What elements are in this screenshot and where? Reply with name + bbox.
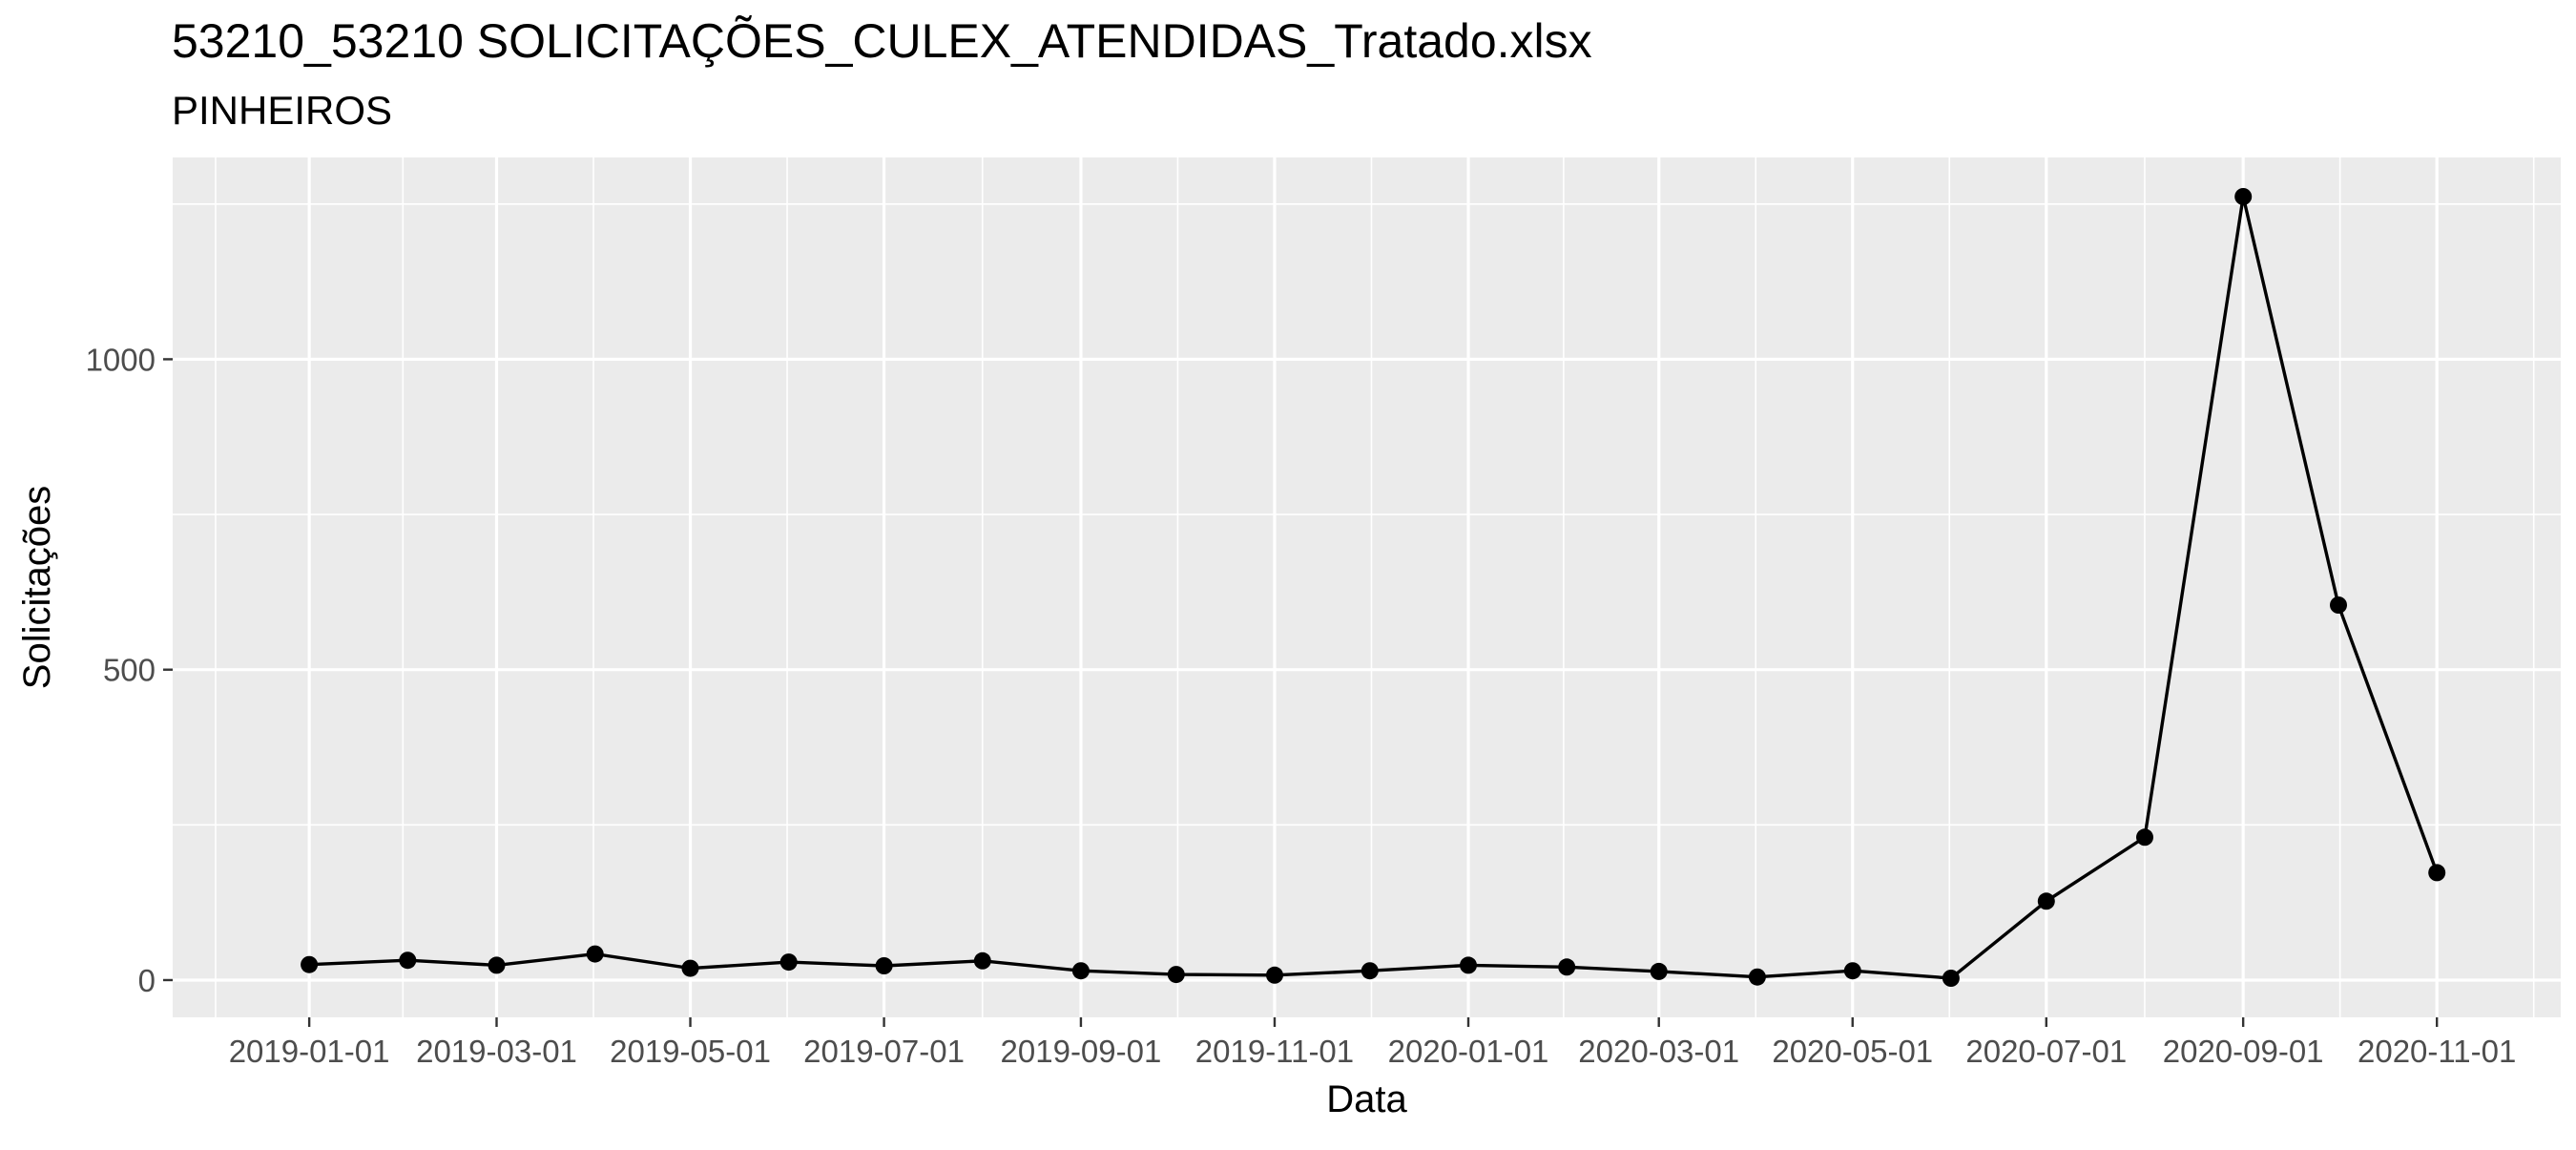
data-point <box>1748 968 1766 986</box>
data-point <box>1460 956 1477 974</box>
data-point <box>1843 962 1861 980</box>
data-point <box>301 955 319 973</box>
data-point <box>1361 962 1379 980</box>
data-point <box>1071 962 1090 980</box>
y-axis-title: Solicitações <box>16 486 58 689</box>
grid-lines <box>173 157 2561 1017</box>
x-tick-label: 2020-11-01 <box>2358 1034 2516 1069</box>
chart-title: 53210_53210 SOLICITAÇÕES_CULEX_ATENDIDAS… <box>172 14 1592 68</box>
data-point <box>875 957 893 974</box>
x-axis-title: Data <box>1326 1078 1407 1120</box>
data-point <box>2136 828 2153 847</box>
x-tick-label: 2020-01-01 <box>1388 1034 1549 1069</box>
x-tick-label: 2020-07-01 <box>1965 1034 2127 1069</box>
plot-panel <box>173 157 2561 1017</box>
x-tick-label: 2019-11-01 <box>1195 1034 1354 1069</box>
y-tick-label: 1000 <box>86 342 156 377</box>
data-points <box>301 188 2446 987</box>
data-point <box>973 951 991 970</box>
x-tick-label: 2020-09-01 <box>2163 1034 2324 1069</box>
x-tick-label: 2020-03-01 <box>1578 1034 1739 1069</box>
data-point <box>1266 966 1283 984</box>
chart-subtitle: PINHEIROS <box>172 88 392 133</box>
x-tick-label: 2019-05-01 <box>610 1034 771 1069</box>
x-tick-label: 2020-05-01 <box>1772 1034 1933 1069</box>
data-point <box>1167 966 1185 984</box>
x-tick-label: 2019-03-01 <box>416 1034 577 1069</box>
x-tick-label: 2019-07-01 <box>803 1034 965 1069</box>
data-point <box>399 951 417 970</box>
x-tick-label: 2019-01-01 <box>229 1034 390 1069</box>
data-point <box>681 959 699 977</box>
data-point <box>1942 970 1960 987</box>
data-point <box>1650 962 1668 980</box>
data-point <box>2330 596 2347 614</box>
y-tick-label: 500 <box>103 653 156 688</box>
data-point <box>2428 864 2446 882</box>
data-point <box>2037 892 2055 910</box>
data-point <box>779 953 798 972</box>
axis-ticks: 0 500 1000 2019-01-01 2019-03-01 2019-05-01 20… <box>86 342 2517 1069</box>
data-point <box>488 956 506 974</box>
data-point <box>586 945 604 963</box>
data-point <box>2234 188 2253 205</box>
x-tick-label: 2019-09-01 <box>1001 1034 1162 1069</box>
y-tick-label: 0 <box>138 963 156 998</box>
data-point <box>1558 958 1576 976</box>
